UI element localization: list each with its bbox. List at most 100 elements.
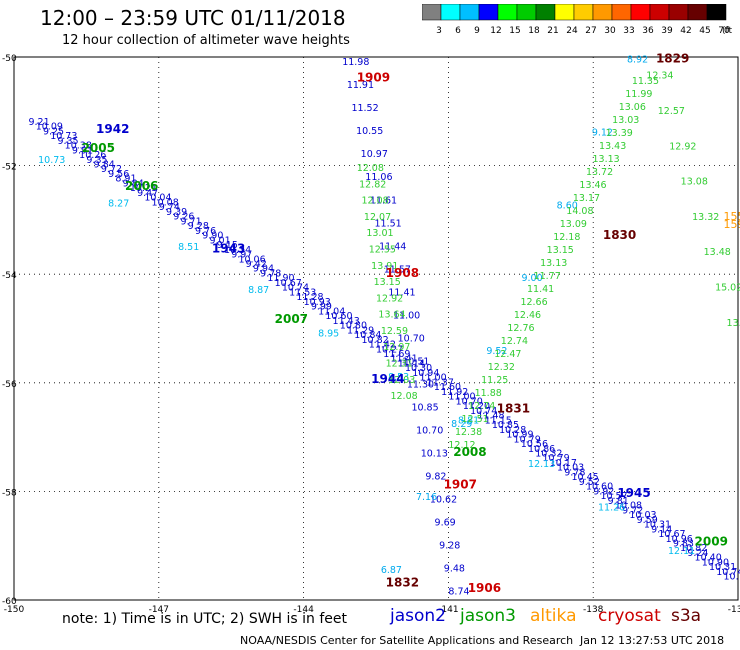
swh-value: 12.57 xyxy=(658,106,685,117)
swh-value: 10.31 xyxy=(644,520,671,531)
swh-value: 9.12 xyxy=(592,127,613,138)
pass-time-label: 1943 xyxy=(212,241,245,255)
swh-value: 11.25 xyxy=(481,375,508,386)
lon-label: -141 xyxy=(438,605,458,615)
swh-value: 10.67 xyxy=(658,529,685,540)
swh-value: 9.82 xyxy=(425,471,446,482)
colorbar-swatch xyxy=(440,4,461,21)
colorbar-tick: 12 xyxy=(490,26,501,36)
swh-value: 10.13 xyxy=(421,448,448,459)
swh-value: 10.79 xyxy=(514,434,541,445)
colorbar-tick: 36 xyxy=(642,26,654,36)
swh-value: 13.48 xyxy=(704,247,731,258)
page-subtitle: 12 hour collection of altimeter wave hei… xyxy=(62,33,350,48)
swh-value: 12.82 xyxy=(359,179,386,190)
colorbar-swatch xyxy=(687,4,708,21)
swh-value: 11.42 xyxy=(369,340,396,351)
swh-value: 9.52 xyxy=(579,477,600,488)
swh-value: 9.01 xyxy=(209,235,230,246)
swh-value: 10.70 xyxy=(416,425,443,436)
pass-time-label: 1944 xyxy=(371,372,404,386)
colorbar-tick: 27 xyxy=(585,26,596,36)
swh-value: 10.31 xyxy=(709,562,736,573)
lat-label: -54 xyxy=(2,271,17,281)
pass-time-label: 1945 xyxy=(617,486,650,500)
swh-value: 11.60 xyxy=(434,382,461,393)
swh-value: 10.70 xyxy=(724,572,740,583)
swh-value: 11.20 xyxy=(463,401,490,412)
swh-value: 11.52 xyxy=(351,103,378,114)
swh-value: 9.52 xyxy=(486,346,507,357)
swh-value: 10.21 xyxy=(130,183,157,194)
swh-value: 8.74 xyxy=(448,587,469,598)
swh-value: 11.28 xyxy=(296,292,323,303)
swh-value: 10.73 xyxy=(38,155,65,166)
swh-value: 9.21 xyxy=(28,117,49,128)
swh-value: 12.74 xyxy=(501,336,528,347)
legend-s3a: s3a xyxy=(671,606,702,626)
swh-value: 10.03 xyxy=(629,510,656,521)
swh-value: 9.47 xyxy=(137,188,158,199)
swh-value: 11.06 xyxy=(365,172,392,183)
lat-label: -58 xyxy=(2,488,17,498)
swh-value: 9.72 xyxy=(622,505,643,516)
swh-value: 10.74 xyxy=(716,567,740,578)
swh-value: 10.93 xyxy=(304,297,331,308)
swh-value: 9.90 xyxy=(202,231,223,242)
swh-value: 9.81 xyxy=(608,496,629,507)
swh-value: 12.08 xyxy=(390,391,417,402)
swh-value: 8.51 xyxy=(178,242,199,253)
colorbar-tick: 33 xyxy=(623,26,634,36)
page-title: 12:00 – 23:59 UTC 01/11/2018 xyxy=(40,6,346,30)
swh-value: 12.51 xyxy=(462,414,489,425)
swh-value: 9.97 xyxy=(231,250,252,261)
swh-value: 10.82 xyxy=(362,335,389,346)
swh-value: 9.78 xyxy=(260,268,281,279)
colorbar-swatch xyxy=(478,4,499,21)
units-note: note: 1) Time is in UTC; 2) SWH is in fe… xyxy=(62,611,348,627)
swh-value: 10.34 xyxy=(224,245,251,256)
swh-value: 10.90 xyxy=(702,557,729,568)
swh-value: 10.85 xyxy=(492,420,519,431)
swh-value: 9.35 xyxy=(86,155,107,166)
swh-value: 10.45 xyxy=(571,472,598,483)
swh-value: 10.56 xyxy=(521,439,548,450)
swh-value: 11.88 xyxy=(475,388,502,399)
swh-value: 11.61 xyxy=(370,195,397,206)
swh-value: 11.91 xyxy=(347,80,374,91)
swh-value: 13.32 xyxy=(692,212,719,223)
swh-value: 10.30 xyxy=(405,363,432,374)
swh-value: 11.29 xyxy=(347,325,374,336)
swh-value: 9.35 xyxy=(57,136,78,147)
swh-value: 10.96 xyxy=(666,534,693,545)
swh-value: 9.48 xyxy=(444,564,465,575)
swh-value: 9.91 xyxy=(72,145,93,156)
swh-value: 12.08 xyxy=(357,163,384,174)
swh-value: 12.03 xyxy=(388,375,415,386)
swh-value: 10.80 xyxy=(340,321,367,332)
swh-value: 7.16 xyxy=(416,492,437,503)
swh-value: 13.46 xyxy=(579,180,606,191)
swh-value: 10.38 xyxy=(65,141,92,152)
swh-value: 12.59 xyxy=(381,326,408,337)
swh-value: 10.67 xyxy=(275,278,302,289)
swh-value: 13.03 xyxy=(612,115,639,126)
swh-value: 10.04 xyxy=(144,193,171,204)
lat-label: -50 xyxy=(2,54,17,64)
swh-value: 9.72 xyxy=(101,164,122,175)
colorbar-swatch xyxy=(668,4,689,21)
swh-value: 8.60 xyxy=(557,200,578,211)
colorbar-tick: 15 xyxy=(509,26,520,36)
swh-value: 13.72 xyxy=(586,167,613,178)
swh-value: 13.08 xyxy=(681,177,708,188)
lon-label: -150 xyxy=(4,605,25,615)
swh-value: 12.46 xyxy=(514,310,541,321)
swh-value: 12.47 xyxy=(494,349,521,360)
swh-value: 11.53 xyxy=(289,287,316,298)
colorbar-swatch xyxy=(706,4,727,21)
swh-value: 11.41 xyxy=(388,287,415,298)
swh-value: 9.94 xyxy=(253,264,274,275)
pass-time-label: 2007 xyxy=(275,312,308,326)
swh-value: 13.43 xyxy=(599,141,626,152)
